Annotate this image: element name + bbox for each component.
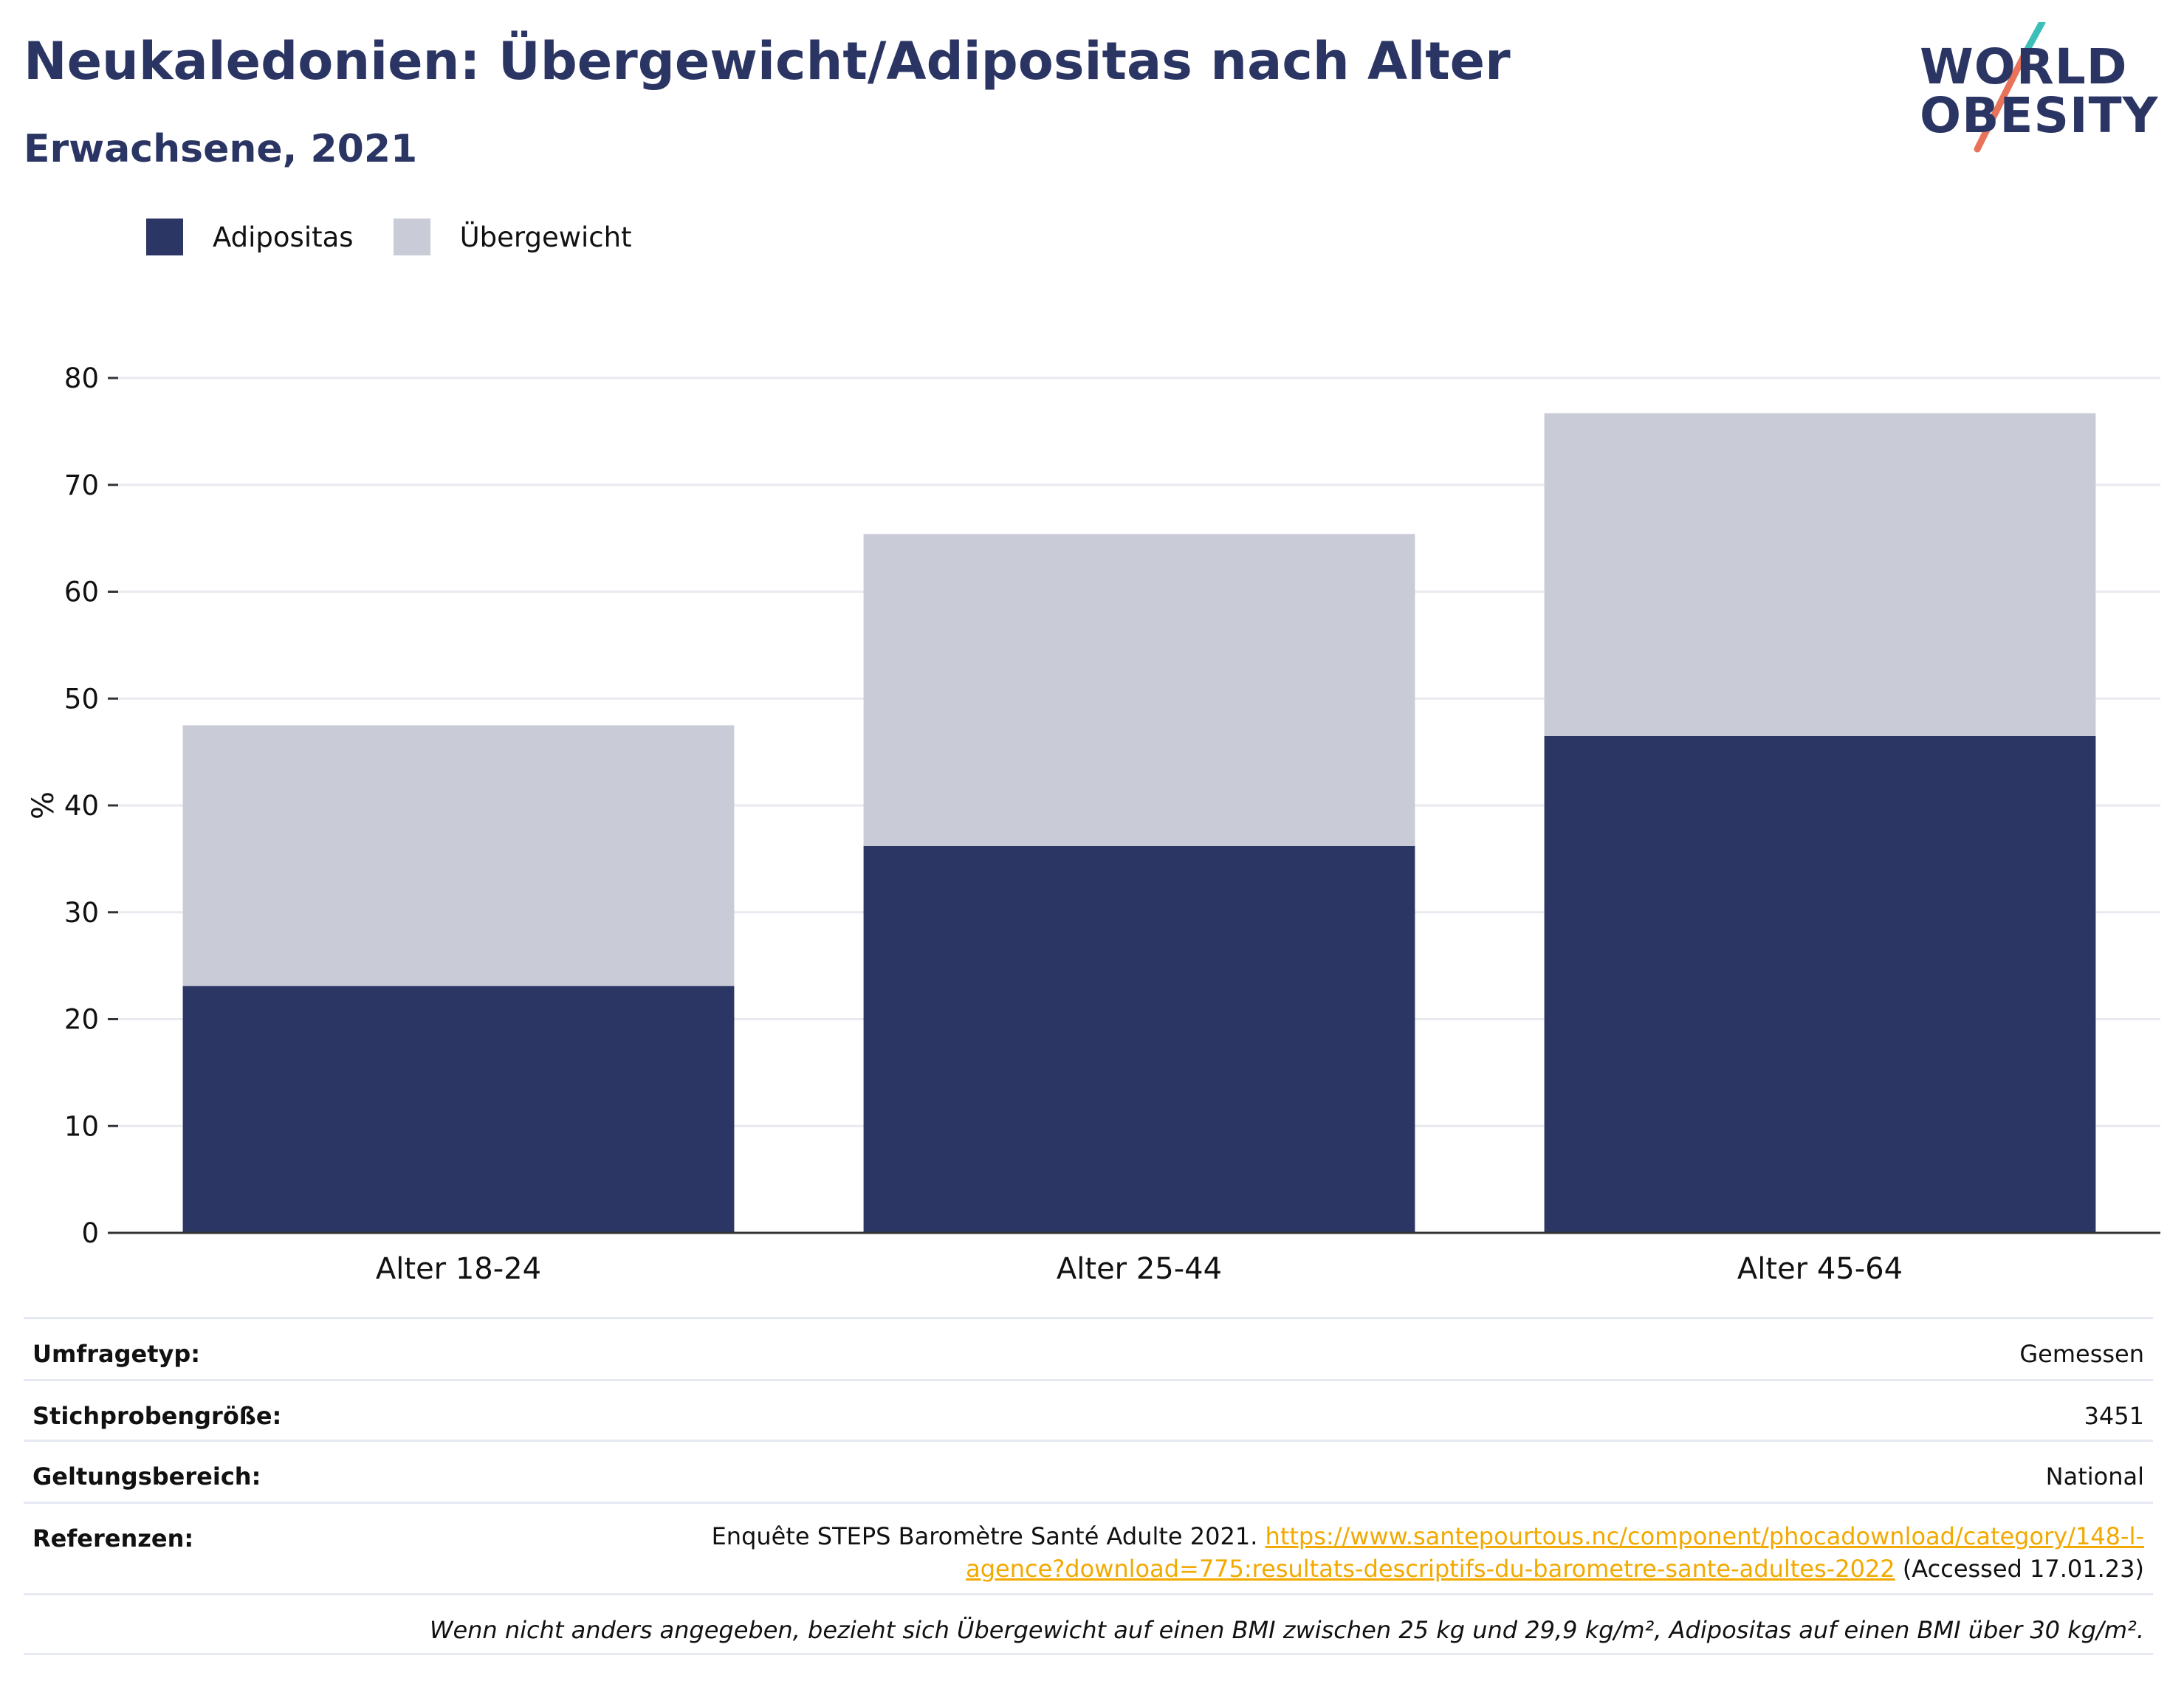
legend-swatch-adipositas: [146, 219, 183, 255]
bar-übergewicht-1: [182, 725, 735, 986]
definition-note: Wenn nicht anders angegeben, bezieht sic…: [429, 1616, 2144, 1644]
x-tick-label: Alter 18-24: [376, 1252, 541, 1286]
logo-line1: WORLD: [1920, 38, 2128, 95]
meta-row-references: Referenzen: Enquête STEPS Baromètre Sant…: [24, 1502, 2153, 1593]
y-tick-label: 30: [64, 897, 99, 929]
legend-item-uebergewicht[interactable]: Übergewicht: [393, 219, 632, 255]
meta-row-scope: Geltungsbereich: National: [24, 1440, 2153, 1502]
meta-row-sample-size: Stichprobengröße: 3451: [24, 1379, 2153, 1440]
meta-row-note: Wenn nicht anders angegeben, bezieht sic…: [24, 1593, 2153, 1655]
y-tick-label: 20: [64, 1004, 99, 1036]
legend-item-adipositas[interactable]: Adipositas: [146, 219, 354, 255]
meta-value-sample-size: 3451: [2084, 1402, 2144, 1430]
world-obesity-logo: WORLD OBESITY: [1920, 22, 2163, 155]
bar-adipositas-1: [182, 986, 735, 1233]
reference-link-part2[interactable]: agence?download=775:resultats-descriptif…: [966, 1555, 1895, 1583]
bar-adipositas-2: [863, 846, 1415, 1233]
chart-subtitle: Erwachsene, 2021: [24, 127, 418, 171]
legend-label-uebergewicht: Übergewicht: [459, 221, 632, 253]
metadata-table: Umfragetyp: Gemessen Stichprobengröße: 3…: [24, 1317, 2153, 1655]
legend-label-adipositas: Adipositas: [213, 221, 354, 253]
chart-title: Neukaledonien: Übergewicht/Adipositas na…: [24, 31, 1511, 92]
meta-value-survey-type: Gemessen: [2019, 1340, 2144, 1368]
meta-row-survey-type: Umfragetyp: Gemessen: [24, 1317, 2153, 1379]
y-tick-label: 60: [64, 577, 99, 608]
legend: Adipositas Übergewicht: [146, 219, 672, 255]
y-axis-label: %: [27, 791, 61, 819]
stacked-bar-chart: 0 10 20 30 40 50 60 70 80% Alter 18-24 Alter 25-44…: [27, 362, 2160, 1286]
bar-adipositas-3: [1544, 735, 2096, 1233]
logo-line2: OBESITY: [1920, 87, 2159, 144]
reference-link-part1[interactable]: https://www.santepourtous.nc/component/p…: [1265, 1522, 2144, 1550]
reference-accessed: (Accessed 17.01.23): [1902, 1555, 2144, 1583]
bar-übergewicht-3: [1544, 413, 2096, 736]
y-tick-label: 40: [64, 790, 99, 822]
meta-label-references: Referenzen:: [32, 1524, 194, 1553]
reference-text: Enquête STEPS Baromètre Santé Adulte 202…: [711, 1522, 1258, 1550]
meta-value-references: Enquête STEPS Baromètre Santé Adulte 202…: [712, 1504, 2144, 1593]
meta-label-sample-size: Stichprobengröße:: [32, 1402, 282, 1430]
y-tick-label: 50: [64, 683, 99, 715]
meta-value-scope: National: [2045, 1462, 2144, 1491]
y-tick-label: 80: [64, 362, 99, 394]
meta-label-survey-type: Umfragetyp:: [32, 1340, 201, 1368]
logo-slash-icon: [1974, 22, 2046, 153]
x-tick-label: Alter 25-44: [1057, 1252, 1222, 1286]
y-tick-label: 10: [64, 1110, 99, 1142]
y-tick-label: 70: [64, 470, 99, 501]
legend-swatch-uebergewicht: [393, 219, 430, 255]
meta-label-scope: Geltungsbereich:: [32, 1462, 261, 1491]
x-tick-label: Alter 45-64: [1737, 1252, 1903, 1286]
y-tick-label: 0: [81, 1217, 99, 1249]
bar-übergewicht-2: [863, 534, 1415, 847]
